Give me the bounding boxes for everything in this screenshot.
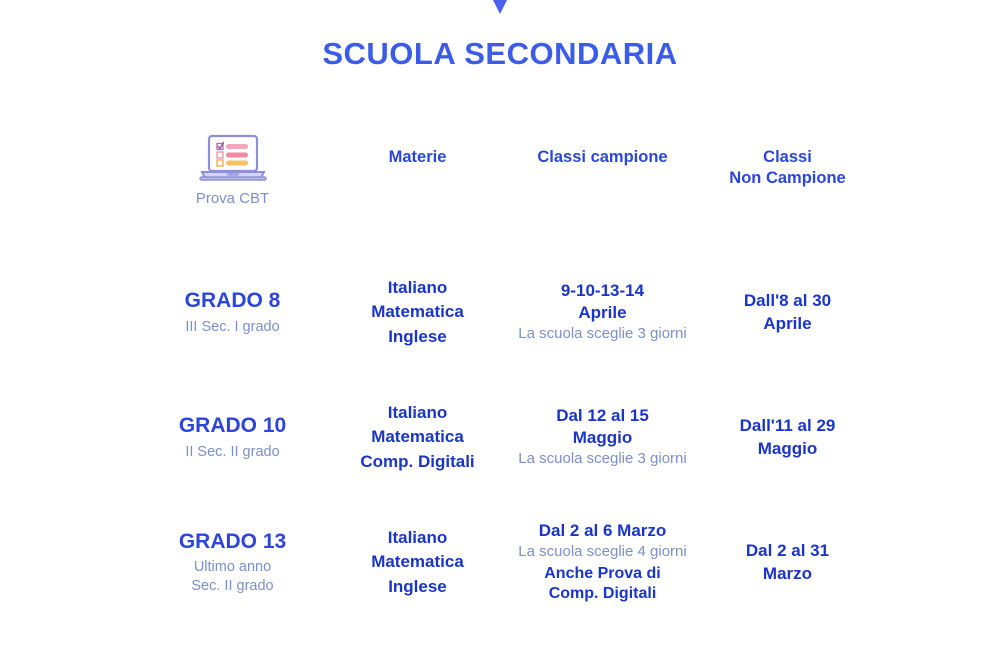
sample-note: La scuola sceglie 3 giorni	[518, 324, 687, 342]
schedule-table: Prova CBT Materie Classi campione Classi…	[140, 125, 880, 625]
non-sample-classes-cell: Dall'8 al 30 Aprile	[695, 250, 880, 375]
grade-title: GRADO 8	[184, 289, 281, 313]
subjects-list: Italiano Matematica Comp. Digitali	[360, 402, 475, 471]
sample-date: Dal 2 al 6 Marzo	[538, 520, 667, 540]
non-sample-date: Dal 2 al 31 Marzo	[745, 541, 830, 583]
grade-cell: GRADO 13 Ultimo anno Sec. II grado	[140, 500, 325, 625]
page-title: SCUOLA SECONDARIA	[322, 36, 678, 71]
sample-note: La scuola sceglie 4 giorni	[518, 542, 687, 560]
grade-subtitle: III Sec. I grado	[185, 318, 280, 335]
table-header-row: Prova CBT Materie Classi campione Classi…	[140, 125, 880, 250]
sample-classes-cell: Dal 12 al 15 Maggio La scuola sceglie 3 g…	[510, 375, 695, 500]
grade-title: GRADO 10	[178, 414, 287, 438]
subjects-cell: Italiano Matematica Inglese	[325, 250, 510, 375]
non-sample-classes-cell: Dal 2 al 31 Marzo	[695, 500, 880, 625]
subjects-cell: Italiano Matematica Inglese	[325, 500, 510, 625]
header-label-classi-non-campione: Classi Non Campione	[729, 148, 846, 188]
triangle-down-icon	[493, 0, 507, 14]
table-row: GRADO 8 III Sec. I grado Italiano Matemat…	[140, 250, 880, 375]
header-label-classi-campione: Classi campione	[537, 148, 668, 166]
grade-subtitle: II Sec. II grado	[185, 443, 280, 460]
table-row: GRADO 13 Ultimo anno Sec. II grado Italia…	[140, 500, 880, 625]
sample-date: 9-10-13-14 Aprile	[560, 280, 645, 322]
grade-cell: GRADO 10 II Sec. II grado	[140, 375, 325, 500]
header-cell-classi-non-campione: Classi Non Campione	[695, 125, 880, 250]
sample-date: Dal 12 al 15 Maggio	[556, 405, 649, 447]
laptop-checklist-icon	[198, 134, 267, 181]
header-caption-prova-cbt: Prova CBT	[195, 190, 270, 207]
sample-classes-cell: 9-10-13-14 Aprile La scuola sceglie 3 gio…	[510, 250, 695, 375]
sample-classes-cell: Dal 2 al 6 Marzo La scuola sceglie 4 gio…	[510, 500, 695, 625]
subjects-cell: Italiano Matematica Comp. Digitali	[325, 375, 510, 500]
subjects-list: Italiano Matematica Inglese	[371, 527, 464, 596]
header-cell-prova-cbt: Prova CBT	[140, 125, 325, 250]
non-sample-classes-cell: Dall'11 al 29 Maggio	[695, 375, 880, 500]
grade-subtitle: Ultimo anno Sec. II grado	[191, 559, 274, 594]
grade-cell: GRADO 8 III Sec. I grado	[140, 250, 325, 375]
non-sample-date: Dall'11 al 29 Maggio	[739, 416, 836, 458]
table-row: GRADO 10 II Sec. II grado Italiano Matema…	[140, 375, 880, 500]
subjects-list: Italiano Matematica Inglese	[371, 277, 464, 346]
non-sample-date: Dall'8 al 30 Aprile	[743, 291, 832, 333]
header-label-materie: Materie	[388, 148, 447, 166]
top-arrow-marker	[0, 0, 1000, 14]
sample-note: La scuola sceglie 3 giorni	[518, 449, 687, 467]
grade-title: GRADO 13	[178, 530, 287, 554]
header-cell-classi-campione: Classi campione	[510, 125, 695, 250]
sample-extra: Anche Prova di Comp. Digitali	[544, 564, 661, 603]
header-cell-materie: Materie	[325, 125, 510, 250]
